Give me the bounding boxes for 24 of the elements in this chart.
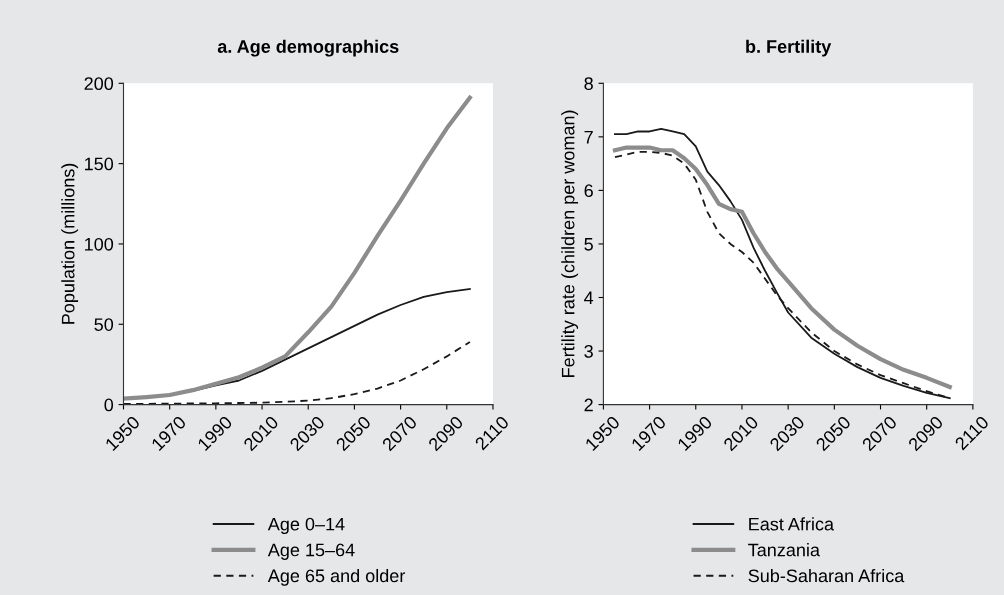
legend-label: Tanzania: [748, 543, 820, 557]
y-tick-label: 5: [584, 238, 593, 251]
chart-title: a. Age demographics: [217, 39, 399, 57]
y-tick-label: 8: [584, 77, 593, 91]
y-axis-title: Population (millions): [61, 163, 79, 324]
legend-label: Sub-Saharan Africa: [748, 568, 905, 583]
legend-label: Age 15–64: [267, 543, 355, 560]
y-axis-title: Fertility rate (children per woman): [561, 110, 579, 377]
chart-title: b. Fertility: [746, 39, 832, 57]
line-series: [123, 341, 471, 405]
y-tick-label: 50: [94, 318, 114, 331]
y-tick-label: 2: [584, 398, 593, 412]
legend-label: Age 0–14: [267, 517, 345, 535]
y-tick-label: 3: [584, 344, 593, 358]
y-tick-label: 7: [584, 130, 593, 144]
y-tick-label: 100: [85, 237, 114, 251]
y-tick-label: 4: [584, 291, 594, 305]
y-tick-label: 6: [584, 184, 593, 198]
y-tick-label: 0: [104, 398, 114, 412]
legend-label: East Africa: [749, 517, 835, 531]
y-tick-label: 150: [85, 157, 114, 171]
legend-label: Age 65 and older: [267, 568, 406, 586]
line-series: [123, 95, 472, 401]
y-tick-label: 200: [84, 77, 114, 91]
